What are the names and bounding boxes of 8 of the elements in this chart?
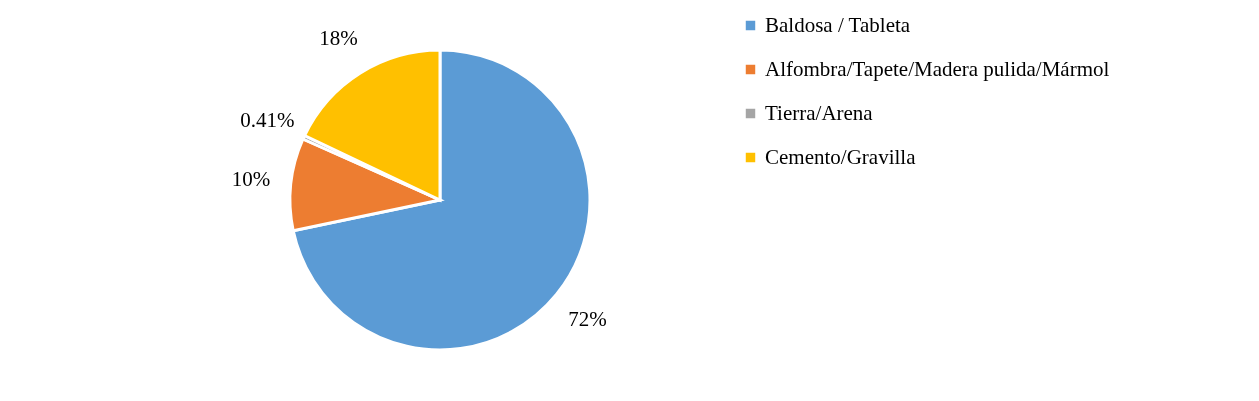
data-label: 0.41% bbox=[240, 107, 295, 132]
data-label: 72% bbox=[568, 306, 607, 331]
legend-label: Alfombra/Tapete/Madera pulida/Mármol bbox=[765, 56, 1110, 81]
legend-label: Cemento/Gravilla bbox=[765, 144, 917, 169]
legend-label: Tierra/Arena bbox=[765, 100, 874, 125]
legend-label: Baldosa / Tableta bbox=[765, 12, 911, 37]
data-label: 18% bbox=[319, 26, 358, 51]
data-label: 10% bbox=[231, 166, 271, 191]
